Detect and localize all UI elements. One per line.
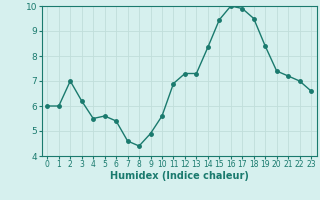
X-axis label: Humidex (Indice chaleur): Humidex (Indice chaleur) xyxy=(110,171,249,181)
